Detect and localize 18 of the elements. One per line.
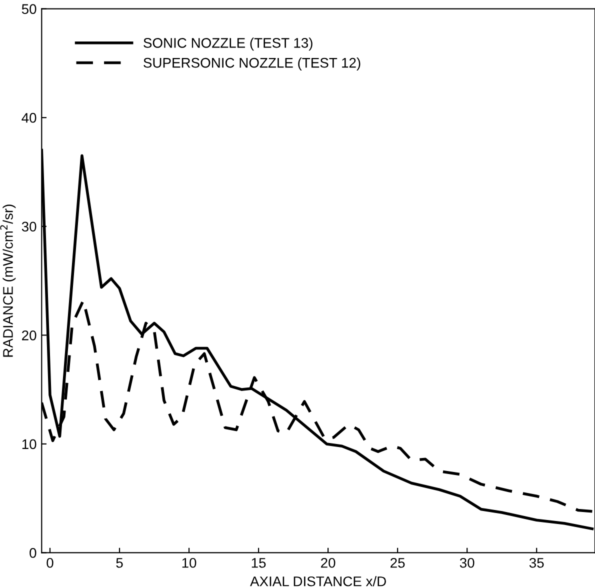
y-axis-title: RADIANCE (mW/cm$^{2}$/sr) (0, 204, 16, 357)
x-tick-label: 10 (182, 558, 196, 568)
x-tick-label: 30 (460, 558, 474, 568)
y-tick-label: 40 (22, 112, 36, 123)
x-tick-label: 0 (46, 558, 54, 568)
legend-label: SONIC NOZZLE (TEST 13) (144, 38, 312, 51)
legend-label: SUPERSONIC NOZZLE (TEST 12) (144, 58, 360, 70)
x-tick-label: 5 (116, 558, 123, 568)
y-tick-label: 20 (22, 330, 36, 340)
y-tick-label: 50 (22, 4, 36, 14)
x-tick-label: 15 (252, 558, 266, 568)
x-tick-label: 20 (321, 558, 336, 568)
x-tick-label: 25 (390, 558, 405, 568)
x-tick-label: 35 (529, 558, 544, 568)
x-axis-title: AXIAL DISTANCE x/D (250, 576, 386, 586)
y-tick-label: 0 (30, 548, 36, 558)
y-tick-label: 30 (22, 222, 36, 232)
y-tick-label: 10 (22, 439, 36, 450)
